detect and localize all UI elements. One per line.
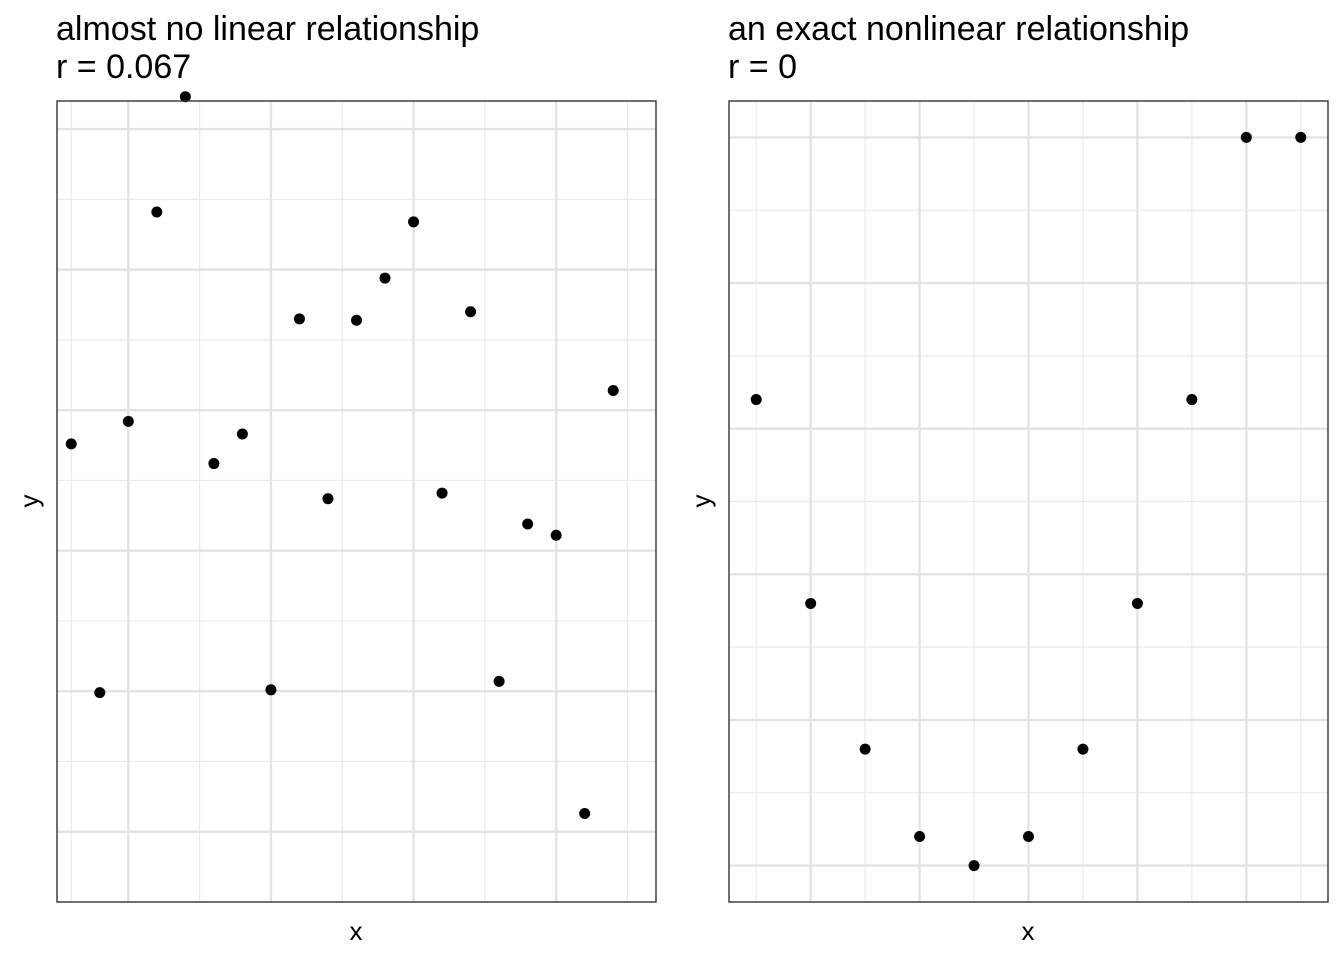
- scatter-point: [579, 807, 591, 819]
- scatter-point: [914, 830, 926, 842]
- scatter-point: [151, 206, 163, 218]
- left-chart-subtitle: r = 0.067: [56, 48, 191, 86]
- left-x-axis-label: x: [350, 916, 363, 946]
- scatter-point: [859, 743, 871, 755]
- scatter-point: [1131, 597, 1143, 609]
- scatter-point: [493, 675, 505, 687]
- scatter-point: [1077, 743, 1089, 755]
- scatter-point: [522, 518, 534, 530]
- left-chart-title: almost no linear relationship: [56, 10, 479, 48]
- left-scatter-panel: almost no linear relationship r = 0.067 …: [14, 10, 657, 946]
- scatter-point: [550, 529, 562, 541]
- left-points: [65, 91, 619, 819]
- right-panel-border: [728, 100, 1329, 903]
- right-points: [750, 131, 1307, 872]
- scatter-point: [351, 314, 362, 326]
- right-x-axis-label: x: [1022, 916, 1035, 946]
- left-grid: [57, 101, 656, 902]
- scatter-point: [1295, 131, 1307, 143]
- scatter-point: [805, 597, 817, 609]
- scatter-point: [293, 313, 305, 325]
- scatter-point: [179, 91, 191, 103]
- right-grid: [729, 101, 1328, 902]
- scatter-point: [322, 493, 334, 505]
- scatter-point: [265, 684, 277, 696]
- scatter-point: [122, 415, 134, 427]
- scatter-point: [208, 458, 220, 470]
- scatter-point: [65, 438, 77, 450]
- left-panel-border: [56, 100, 657, 903]
- right-scatter-panel: an exact nonlinear relationship r = 0 x …: [686, 10, 1329, 946]
- scatter-point: [408, 216, 420, 228]
- scatter-point: [379, 272, 391, 284]
- left-y-axis-label: y: [14, 495, 44, 508]
- right-chart-title: an exact nonlinear relationship: [728, 10, 1189, 48]
- plot-background: [57, 101, 656, 902]
- scatter-point: [750, 394, 762, 406]
- scatter-point: [236, 428, 248, 440]
- scatter-point: [94, 687, 106, 699]
- scatter-point: [1023, 830, 1034, 842]
- scatter-point: [968, 860, 980, 872]
- scatter-point: [1186, 394, 1198, 406]
- scatter-point: [1240, 131, 1252, 143]
- right-chart-subtitle: r = 0: [728, 48, 797, 86]
- scatter-point: [465, 306, 477, 318]
- right-y-axis-label: y: [686, 495, 716, 508]
- scatter-point: [436, 487, 448, 499]
- scatter-point: [607, 384, 619, 396]
